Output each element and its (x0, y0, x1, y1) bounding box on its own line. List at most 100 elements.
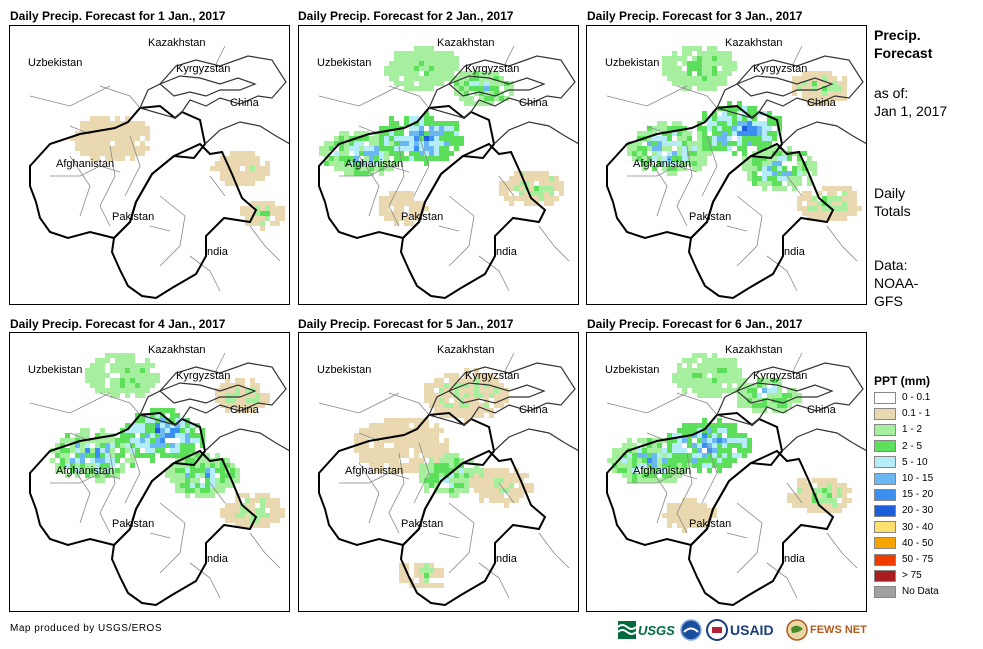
map-label-kazakhstan: Kazakhstan (437, 37, 494, 49)
map-label-kazakhstan: Kazakhstan (148, 344, 205, 356)
map-panel-2: Kazakhstan Uzbekistan Kyrgyzstan China Afgha… (298, 25, 579, 305)
admin-boundary (214, 352, 226, 374)
admin-boundary (249, 225, 281, 262)
legend-swatch (874, 407, 896, 420)
map-label-kazakhstan: Kazakhstan (725, 344, 782, 356)
map-label-pakistan: Pakistan (401, 211, 443, 223)
fewsnet-globe-icon (786, 619, 808, 641)
admin-boundary (786, 175, 803, 197)
admin-boundary (124, 442, 141, 504)
admin-boundary (189, 562, 221, 599)
admin-boundary (99, 392, 141, 416)
admin-boundary (606, 85, 688, 107)
map-label-kyrgyzstan: Kyrgyzstan (465, 63, 519, 75)
noaa-logo (680, 618, 702, 642)
legend-label: No Data (902, 586, 939, 598)
sidebar-daily-line2: Totals (874, 203, 911, 219)
admin-boundary (478, 255, 510, 292)
map-label-kazakhstan: Kazakhstan (148, 37, 205, 49)
admin-boundary (478, 562, 510, 599)
map-label-pakistan: Pakistan (112, 211, 154, 223)
legend-label: 5 - 10 (902, 456, 928, 468)
country-border (428, 55, 576, 119)
legend-item: 10 - 15 (874, 472, 933, 485)
admin-boundary (318, 85, 400, 107)
admin-boundary (388, 145, 405, 227)
usaid-seal-icon (706, 619, 728, 641)
country-border (735, 75, 834, 97)
legend-label: > 75 (902, 570, 922, 582)
legend-item: 20 - 30 (874, 504, 933, 517)
admin-boundary (413, 135, 430, 197)
admin-boundary (29, 85, 111, 107)
admin-boundary (701, 135, 718, 197)
admin-boundary (209, 175, 226, 197)
map-label-china: China (519, 404, 549, 416)
map-svg: Kazakhstan Uzbekistan Kyrgyzstan China Afgha… (605, 37, 866, 300)
precip-layer (607, 353, 852, 533)
map-label-kazakhstan: Kazakhstan (437, 344, 494, 356)
map-label-china: China (230, 404, 260, 416)
legend-label: 10 - 15 (902, 473, 934, 484)
legend-swatch (874, 391, 896, 404)
admin-boundary (29, 392, 111, 414)
country-border (447, 382, 546, 404)
map-label-kazakhstan: Kazakhstan (725, 37, 782, 49)
admin-boundary (149, 532, 171, 539)
map-label-afghanistan: Afghanistan (633, 465, 691, 477)
admin-boundary (69, 462, 91, 524)
admin-boundary (159, 502, 186, 574)
country-border (204, 121, 289, 145)
admin-boundary (627, 165, 698, 177)
admin-boundary (701, 442, 718, 504)
legend-swatch (874, 456, 896, 469)
legend-label: 40 - 50 (902, 537, 934, 549)
precip-layer (50, 353, 285, 528)
admin-boundary (791, 45, 803, 67)
country-border (204, 428, 289, 452)
legend-item: 5 - 10 (874, 456, 928, 469)
admin-boundary (766, 255, 798, 292)
map-label-afghanistan: Afghanistan (345, 158, 403, 170)
admin-boundary (189, 255, 221, 292)
map-label-china: China (807, 97, 837, 109)
map-label-india: India (781, 246, 806, 258)
country-border (716, 362, 864, 426)
admin-boundary (339, 165, 410, 177)
map-label-pakistan: Pakistan (112, 518, 154, 530)
country-border (428, 362, 576, 426)
map-svg: Kazakhstan Uzbekistan Kyrgyzstan China Afgha… (317, 37, 578, 300)
admin-boundary (388, 392, 430, 416)
map-svg: Kazakhstan Uzbekistan Kyrgyzstan China Afgha… (317, 344, 578, 607)
usgs-logo: USGS (618, 618, 678, 642)
admin-boundary (766, 562, 798, 599)
legend-label: 20 - 30 (902, 505, 934, 517)
map-label-pakistan: Pakistan (689, 211, 731, 223)
legend-label: 0.1 - 1 (902, 408, 931, 420)
map-label-kyrgyzstan: Kyrgyzstan (753, 370, 807, 382)
admin-boundary (358, 155, 380, 217)
map-panel-6: Kazakhstan Uzbekistan Kyrgyzstan China Afgha… (586, 332, 867, 612)
map-label-india: India (204, 246, 229, 258)
legend-item: No Data (874, 585, 939, 598)
admin-boundary (438, 225, 460, 232)
admin-boundary (50, 165, 121, 177)
map-label-china: China (807, 404, 837, 416)
legend-label: 30 - 40 (902, 521, 934, 533)
panel-title-4: Daily Precip. Forecast for 4 Jan., 2017 (10, 317, 226, 331)
country-border (318, 411, 496, 547)
country-border (735, 382, 834, 404)
usaid-logo-text: USAID (730, 622, 774, 638)
legend-item: 30 - 40 (874, 521, 933, 534)
map-label-afghanistan: Afghanistan (633, 158, 691, 170)
admin-boundary (676, 392, 718, 416)
legend-swatch (874, 585, 896, 598)
map-panel-1: Kazakhstan Uzbekistan Kyrgyzstan China Afgha… (9, 25, 290, 305)
admin-boundary (627, 472, 698, 484)
admin-boundary (676, 85, 718, 109)
legend-title: PPT (mm) (874, 374, 931, 388)
legend-swatch (874, 423, 896, 436)
legend-label: 15 - 20 (902, 489, 934, 501)
admin-boundary (498, 175, 515, 197)
admin-boundary (646, 155, 668, 217)
